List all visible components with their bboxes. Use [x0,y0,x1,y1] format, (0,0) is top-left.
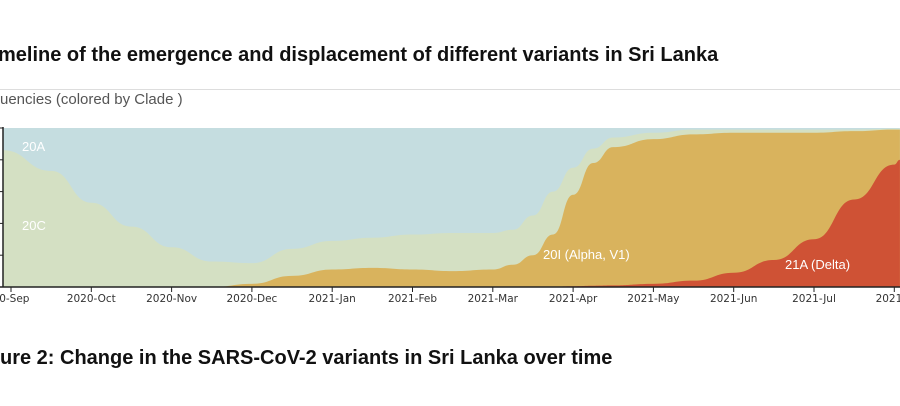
chart-subtitle: uencies (colored by Clade ) [0,91,183,108]
x-tick-label: 2021-May [627,293,679,305]
series-label: 20I (Alpha, V1) [543,247,630,262]
x-tick-label: 2021-Jan [309,293,356,305]
x-tick-label: 2021-Jun [710,293,758,305]
x-tick-label: 2021-A [876,293,900,305]
x-tick-label: 2021-Jul [792,293,836,305]
x-tick-label: 2020-Nov [146,293,197,305]
series-label: 21A (Delta) [785,257,850,272]
frequency-chart: 20-Sep 2020-Oct 2020-Nov 2020-Dec 2021-Jan 20… [0,127,900,305]
x-tick-label: 2021-Feb [388,293,437,305]
series-label: 20A [22,139,45,154]
x-tick-label: 2020-Oct [67,293,116,305]
figure-title: meline of the emergence and displacement… [0,44,719,66]
area-21a-delta- [2,159,900,287]
area-20i-alpha-v1- [2,129,900,287]
x-tick-label: 2021-Apr [549,293,598,305]
x-tick-label: 20-Sep [0,293,30,305]
x-tick-label: 2020-Dec [226,293,277,305]
divider [0,89,900,90]
series-label: 20C [22,218,46,233]
figure-caption: ure 2: Change in the SARS-CoV-2 variants… [0,347,613,369]
x-tick-label: 2021-Mar [468,293,519,305]
